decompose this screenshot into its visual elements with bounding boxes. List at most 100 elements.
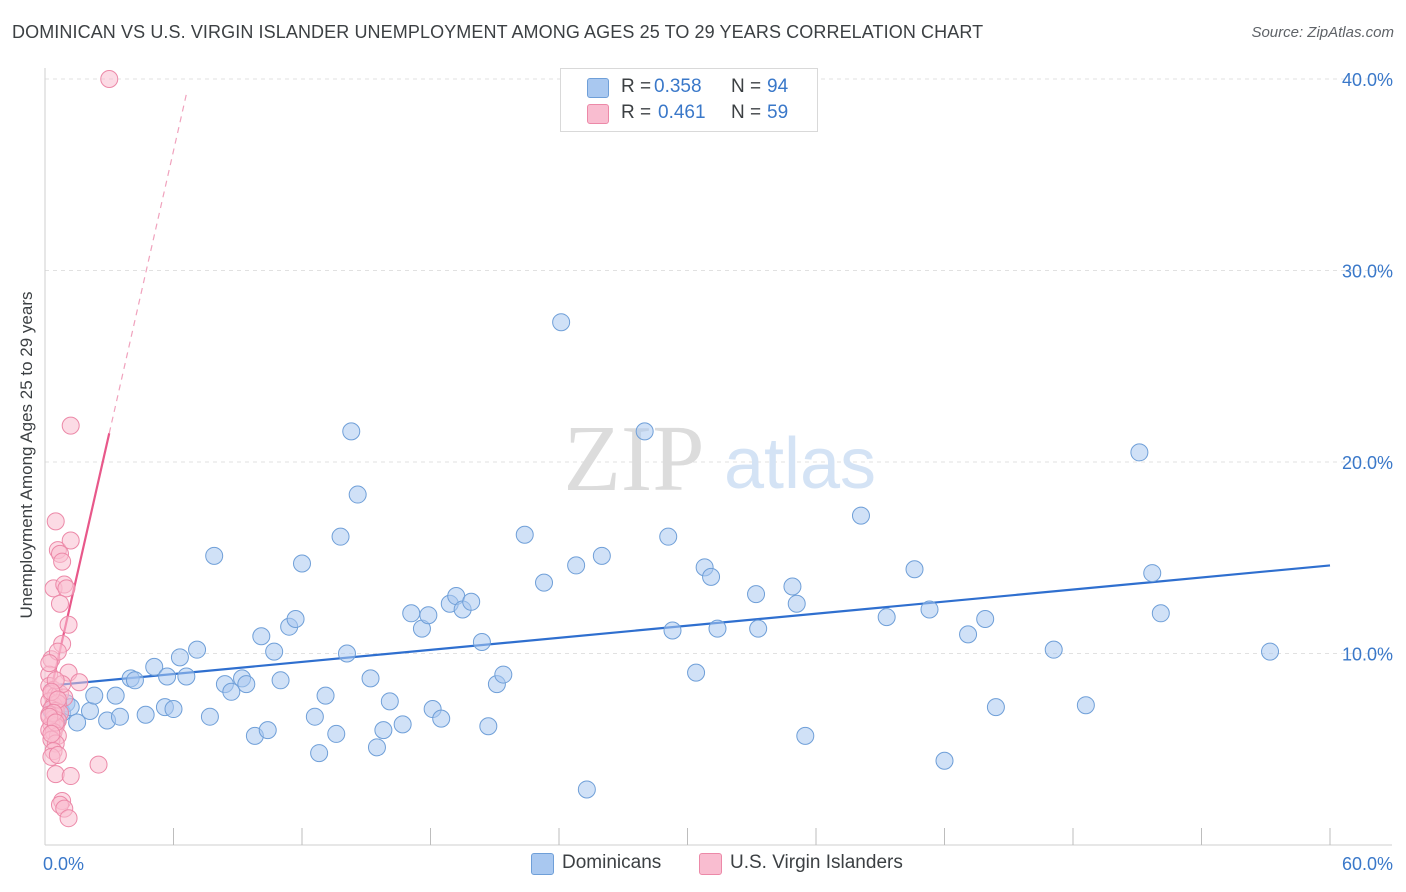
point-dominican (747, 585, 766, 604)
trend-line-dominicans (44, 564, 1331, 688)
point-dominican (136, 705, 155, 724)
point-dominican (402, 604, 421, 623)
point-dominican (1076, 696, 1095, 715)
point-dominican (367, 738, 386, 757)
point-dominican (935, 751, 954, 770)
point-dominican (252, 627, 271, 646)
watermark-zip: ZIP (564, 407, 705, 511)
point-dominican (222, 682, 241, 701)
grid-layer (45, 78, 1392, 654)
x-tick-label: 0.0% (43, 854, 84, 874)
bottom-legend-label-dominicans: Dominicans (562, 852, 662, 873)
point-dominican (986, 698, 1005, 717)
point-virgin-islander (89, 755, 108, 774)
point-dominican (200, 707, 219, 726)
point-dominican (462, 592, 481, 611)
point-dominican (110, 707, 129, 726)
legend-n-value: 94 (767, 76, 789, 97)
point-dominican (85, 686, 104, 705)
point-dominican (749, 619, 768, 638)
y-tick-label: 20.0% (1342, 453, 1393, 473)
bottom-legend-swatch-virgin-islanders (699, 853, 722, 875)
point-dominican (125, 671, 144, 690)
legend-n-label: N = (731, 76, 762, 97)
point-dominican (348, 485, 367, 504)
point-virgin-islander (61, 767, 80, 786)
point-dominican (237, 675, 256, 694)
legend-n-value: 59 (767, 102, 789, 123)
point-virgin-islander (57, 579, 76, 598)
point-dominican (659, 527, 678, 546)
point-virgin-islander (48, 745, 67, 764)
trend-lines (44, 94, 1331, 689)
point-virgin-islander (53, 552, 72, 571)
point-dominican (271, 671, 290, 690)
point-dominican (577, 780, 596, 799)
point-dominican (80, 701, 99, 720)
point-virgin-islander (59, 615, 78, 634)
y-axis-label: Unemployment Among Ages 25 to 29 years (17, 291, 36, 619)
point-dominican (708, 619, 727, 638)
legend: R = 0.358 N = 94 R = 0.461 N = 59 (560, 68, 818, 132)
point-virgin-islander (46, 765, 65, 784)
point-dominican (205, 546, 224, 565)
point-dominican (164, 700, 183, 719)
watermark-atlas: atlas (724, 424, 876, 504)
legend-r-value: 0.358 (654, 76, 702, 97)
point-virgin-islander (50, 594, 69, 613)
legend-swatch-dominicans (587, 78, 609, 98)
x-tick-label: 60.0% (1342, 854, 1393, 874)
point-dominican (592, 546, 611, 565)
point-dominican (305, 707, 324, 726)
point-dominican (327, 724, 346, 743)
point-dominican (783, 577, 802, 596)
point-dominican (552, 313, 571, 332)
bottom-legend-label-virgin-islanders: U.S. Virgin Islanders (730, 852, 903, 873)
point-dominican (361, 669, 380, 688)
point-dominican (959, 625, 978, 644)
point-dominican (535, 573, 554, 592)
point-dominican (106, 686, 125, 705)
point-dominican (663, 621, 682, 640)
point-dominican (479, 717, 498, 736)
legend-swatch-virgin-islanders (587, 104, 609, 124)
point-dominican (342, 422, 361, 441)
point-dominican (265, 642, 284, 661)
point-dominican (393, 715, 412, 734)
point-dominican (286, 610, 305, 629)
trend-line-virgin-islanders-extension (108, 94, 187, 434)
point-dominican (515, 525, 534, 544)
point-virgin-islander (61, 531, 80, 550)
point-dominican (1044, 640, 1063, 659)
point-dominican (374, 721, 393, 740)
point-dominican (796, 726, 815, 745)
point-dominican (635, 422, 654, 441)
bottom-legend-swatch-dominicans (531, 853, 554, 875)
point-dominican (472, 633, 491, 652)
point-virgin-islander (42, 724, 61, 743)
point-virgin-islander (46, 512, 65, 531)
point-virgin-islander (70, 673, 89, 692)
point-dominican (1143, 564, 1162, 583)
point-dominican (920, 600, 939, 619)
point-dominican (331, 527, 350, 546)
point-dominican (567, 556, 586, 575)
legend-n-label: N = (731, 102, 762, 123)
point-dominican (787, 594, 806, 613)
point-dominican (293, 554, 311, 573)
legend-r-label: R = (621, 76, 652, 97)
point-dominican (68, 713, 87, 732)
y-tick-label: 40.0% (1342, 70, 1393, 90)
point-dominican (337, 644, 356, 663)
point-dominican (188, 640, 207, 659)
point-dominican (702, 567, 721, 586)
point-dominican (851, 506, 870, 525)
point-dominican (419, 606, 438, 625)
y-tick-label: 10.0% (1342, 645, 1393, 665)
point-dominican (258, 721, 277, 740)
legend-r-value: 0.461 (658, 102, 706, 123)
point-virgin-islander (61, 416, 80, 435)
point-dominican (170, 648, 189, 667)
point-dominican (1261, 642, 1280, 661)
point-virgin-islander (59, 809, 78, 828)
